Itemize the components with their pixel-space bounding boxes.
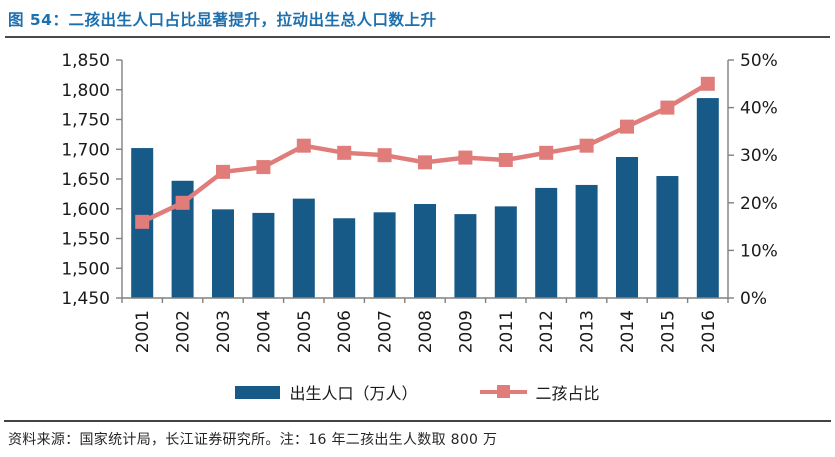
- source-divider: [4, 420, 831, 422]
- svg-text:2012: 2012: [537, 310, 557, 353]
- svg-text:20%: 20%: [740, 194, 778, 214]
- chart-legend: 出生人口（万人） 二孩占比: [0, 376, 835, 408]
- legend-ratio-label: 二孩占比: [535, 384, 600, 403]
- svg-text:40%: 40%: [740, 99, 778, 119]
- svg-text:1,600: 1,600: [61, 200, 110, 220]
- legend-square-marker: [496, 385, 510, 398]
- svg-text:2013: 2013: [578, 310, 598, 353]
- svg-text:2003: 2003: [214, 310, 234, 353]
- svg-text:2015: 2015: [658, 310, 678, 353]
- legend-births-label: 出生人口（万人）: [289, 384, 418, 403]
- legend-item-second-child-ratio: 二孩占比: [479, 380, 600, 404]
- legend-bar-swatch: [235, 385, 281, 399]
- svg-text:2001: 2001: [133, 310, 153, 353]
- svg-text:10%: 10%: [740, 241, 778, 261]
- title-divider: [5, 36, 830, 38]
- svg-text:2007: 2007: [376, 310, 396, 353]
- birth-population-chart: 1,850 1,800 1,750 1,700 1,650 1,600 1,550 1,500…: [0, 44, 835, 376]
- svg-text:1,450: 1,450: [61, 289, 110, 309]
- chart-canvas: 1,850 1,800 1,750 1,700 1,650 1,600 1,550 1,500…: [61, 51, 778, 353]
- svg-text:2008: 2008: [416, 310, 436, 353]
- svg-text:1,550: 1,550: [61, 230, 110, 250]
- svg-text:2016: 2016: [699, 310, 719, 353]
- source-note: 资料来源：国家统计局，长江证券研究所。注：16 年二孩出生人数取 800 万: [8, 432, 498, 448]
- legend-item-births: 出生人口（万人）: [235, 380, 418, 404]
- svg-text:2009: 2009: [456, 310, 476, 353]
- svg-text:1,850: 1,850: [61, 51, 110, 71]
- svg-text:1,650: 1,650: [61, 170, 110, 190]
- svg-text:2005: 2005: [295, 310, 315, 353]
- svg-text:2002: 2002: [174, 310, 194, 353]
- svg-text:2004: 2004: [254, 310, 274, 353]
- svg-text:2011: 2011: [497, 310, 517, 353]
- svg-text:1,800: 1,800: [61, 81, 110, 101]
- page-title: 图 54：二孩出生人口占比显著提升，拉动出生总人口数上升: [8, 11, 437, 29]
- svg-text:30%: 30%: [740, 146, 778, 166]
- legend-line-swatch: [479, 385, 527, 399]
- svg-text:1,750: 1,750: [61, 111, 110, 131]
- svg-text:1,500: 1,500: [61, 259, 110, 279]
- svg-text:2014: 2014: [618, 310, 638, 353]
- svg-text:50%: 50%: [740, 51, 778, 71]
- svg-text:2006: 2006: [335, 310, 355, 353]
- svg-text:0%: 0%: [740, 289, 767, 309]
- svg-text:1,700: 1,700: [61, 140, 110, 160]
